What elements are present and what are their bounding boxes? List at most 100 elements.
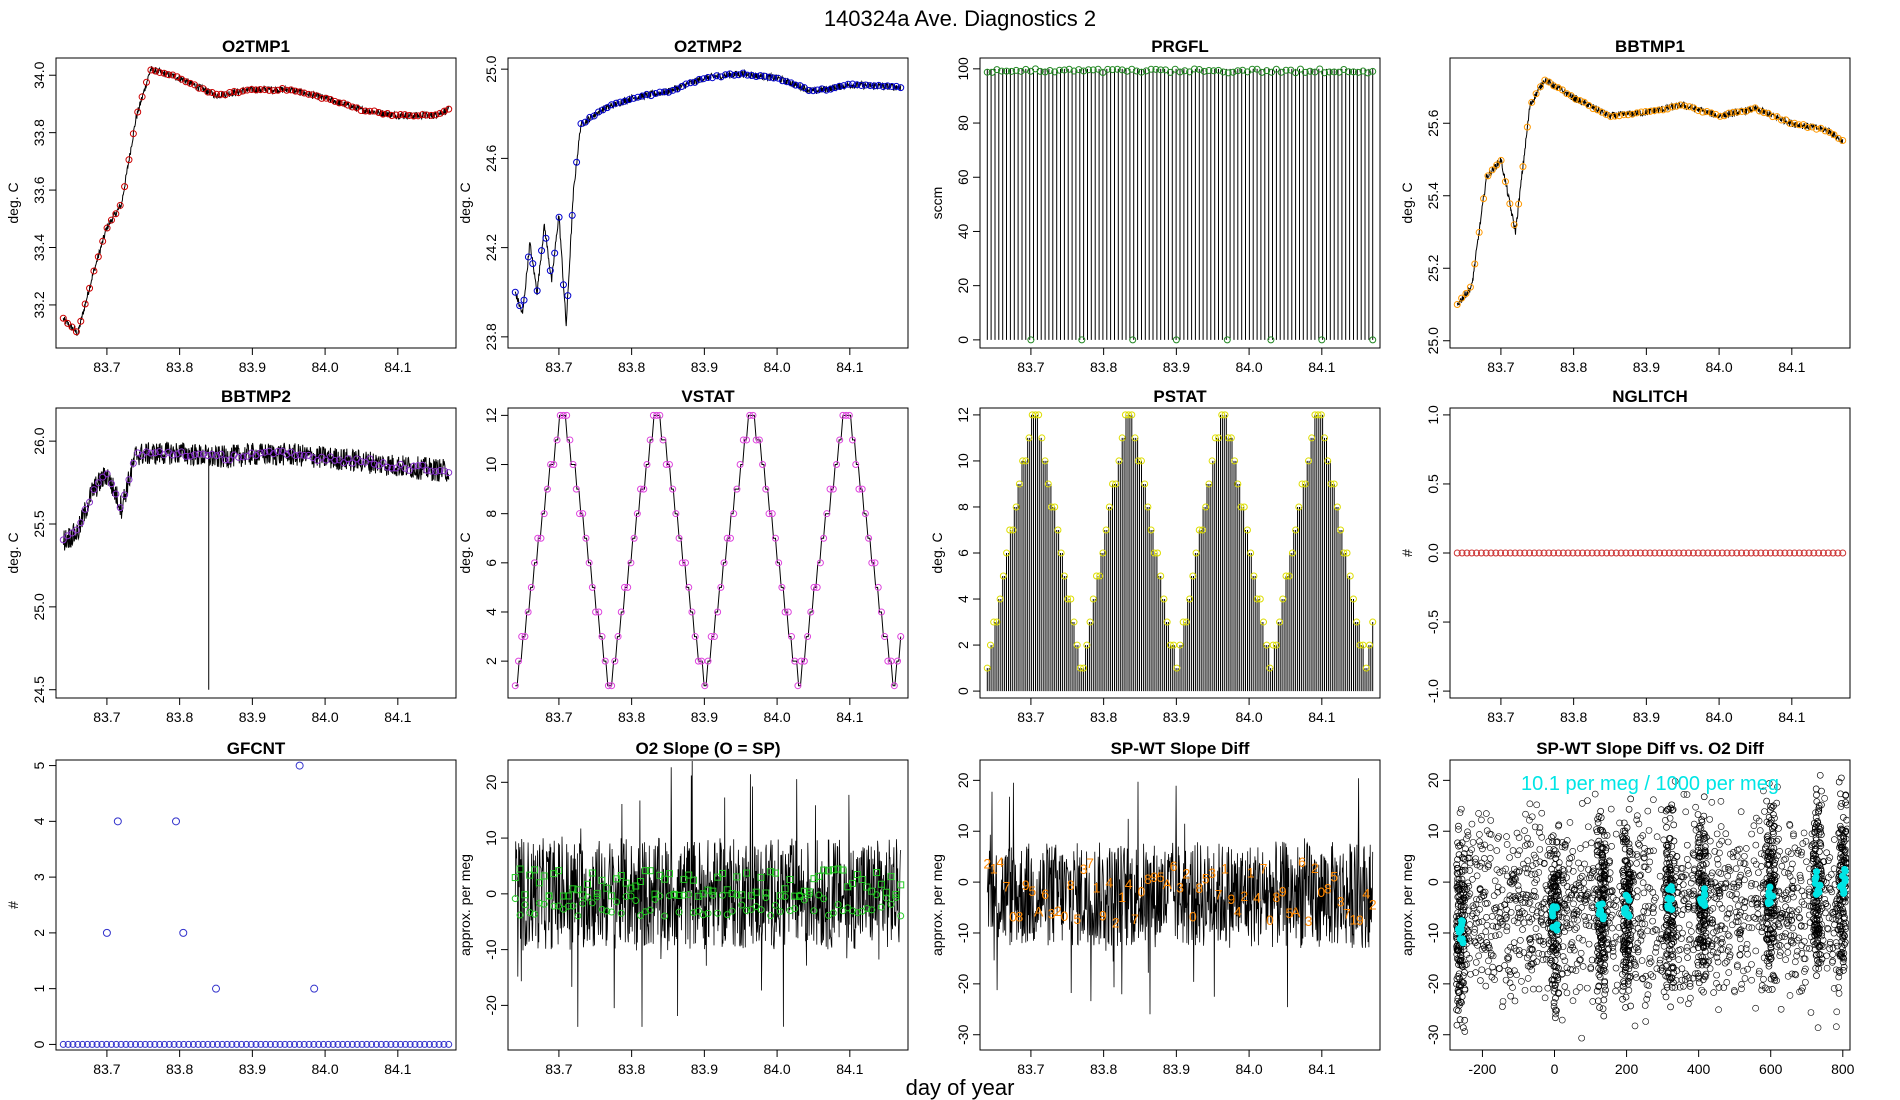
data-point <box>1492 923 1500 931</box>
data-point <box>1587 964 1595 971</box>
data-point <box>1835 984 1842 991</box>
data-point <box>1612 987 1619 995</box>
data-point <box>620 583 628 591</box>
data-point <box>1728 892 1736 899</box>
data-point <box>1807 1009 1815 1016</box>
data-point <box>1513 971 1520 979</box>
data-point <box>362 458 370 466</box>
data-point <box>533 287 541 295</box>
data-point <box>1829 951 1836 958</box>
data-point <box>59 1040 67 1048</box>
data-point <box>1515 200 1523 208</box>
data-point <box>1843 816 1849 824</box>
data-point <box>1224 69 1232 77</box>
data-point <box>1272 65 1280 73</box>
data-point <box>1769 113 1777 121</box>
data-point-square <box>632 882 640 890</box>
data-point <box>1646 960 1653 967</box>
data-point <box>695 75 703 83</box>
data-point <box>1631 919 1639 927</box>
data-point <box>1579 936 1587 944</box>
data-point <box>1837 803 1845 810</box>
data-point <box>1681 102 1689 110</box>
data-point <box>102 928 111 937</box>
data-point <box>1624 862 1632 870</box>
data-point <box>1577 864 1585 872</box>
data-point-square <box>853 871 861 879</box>
data-point <box>1731 988 1738 996</box>
data-point <box>1504 955 1512 963</box>
data-point <box>1723 549 1731 557</box>
data-point <box>1461 885 1468 893</box>
data-point <box>1464 828 1471 836</box>
data-point-square <box>535 879 543 887</box>
data-point <box>1528 871 1535 878</box>
data-point <box>1745 870 1752 877</box>
data-point <box>322 94 330 102</box>
data-point <box>1738 985 1745 993</box>
data-point <box>1839 136 1847 144</box>
data-point-square <box>555 867 563 875</box>
data-point <box>1716 926 1724 933</box>
data-point <box>1195 526 1203 534</box>
data-point <box>646 906 654 914</box>
data-point <box>1805 885 1813 893</box>
data-point <box>1670 857 1678 865</box>
data-point <box>647 92 655 100</box>
data-point <box>1613 981 1621 989</box>
data-point <box>852 461 860 469</box>
data-point <box>1642 903 1649 910</box>
data-point <box>1655 106 1663 114</box>
data-point <box>1672 102 1680 110</box>
data-point <box>559 905 567 913</box>
data-point <box>1258 68 1266 76</box>
data-point <box>1656 956 1664 964</box>
data-point <box>1665 955 1673 963</box>
data-point <box>1625 874 1633 882</box>
data-point <box>1726 943 1733 951</box>
data-point <box>326 453 334 461</box>
data-point <box>1623 858 1630 866</box>
data-point <box>1566 894 1574 902</box>
data-point <box>1717 870 1725 877</box>
data-point <box>743 436 751 444</box>
data-point <box>86 498 94 506</box>
data-point <box>739 436 747 444</box>
data-point <box>781 893 789 901</box>
data-point <box>1288 549 1296 557</box>
data-point <box>656 411 664 419</box>
data-point <box>1726 953 1733 961</box>
data-point <box>1475 810 1482 817</box>
data-point <box>1619 833 1626 841</box>
data-point <box>1726 905 1734 912</box>
data-point <box>1667 1003 1674 1011</box>
data-point <box>113 817 122 826</box>
data-point <box>1514 882 1522 890</box>
data-point <box>1065 65 1073 73</box>
data-point <box>804 633 812 641</box>
data-point <box>1603 940 1610 947</box>
data-point-square <box>699 890 707 898</box>
data-point <box>1476 906 1483 913</box>
data-point <box>862 81 870 89</box>
data-point <box>397 111 405 119</box>
data-point <box>405 111 413 119</box>
data-point <box>1128 411 1136 419</box>
data-point <box>1662 807 1670 815</box>
x-tick-label: 84.0 <box>311 1061 338 1077</box>
data-point <box>1784 848 1792 855</box>
data-point-square <box>820 866 828 874</box>
data-point-square <box>656 871 664 879</box>
data-point <box>1563 90 1571 98</box>
data-point <box>1555 873 1562 881</box>
data-point <box>1757 850 1765 857</box>
data-point <box>1531 879 1539 887</box>
data-point <box>1602 844 1610 851</box>
data-point <box>1782 956 1789 964</box>
data-point <box>1777 948 1784 956</box>
data-label: 3 <box>1305 913 1313 929</box>
data-point <box>1784 886 1792 894</box>
data-point <box>1563 989 1571 997</box>
data-point <box>1740 967 1747 975</box>
